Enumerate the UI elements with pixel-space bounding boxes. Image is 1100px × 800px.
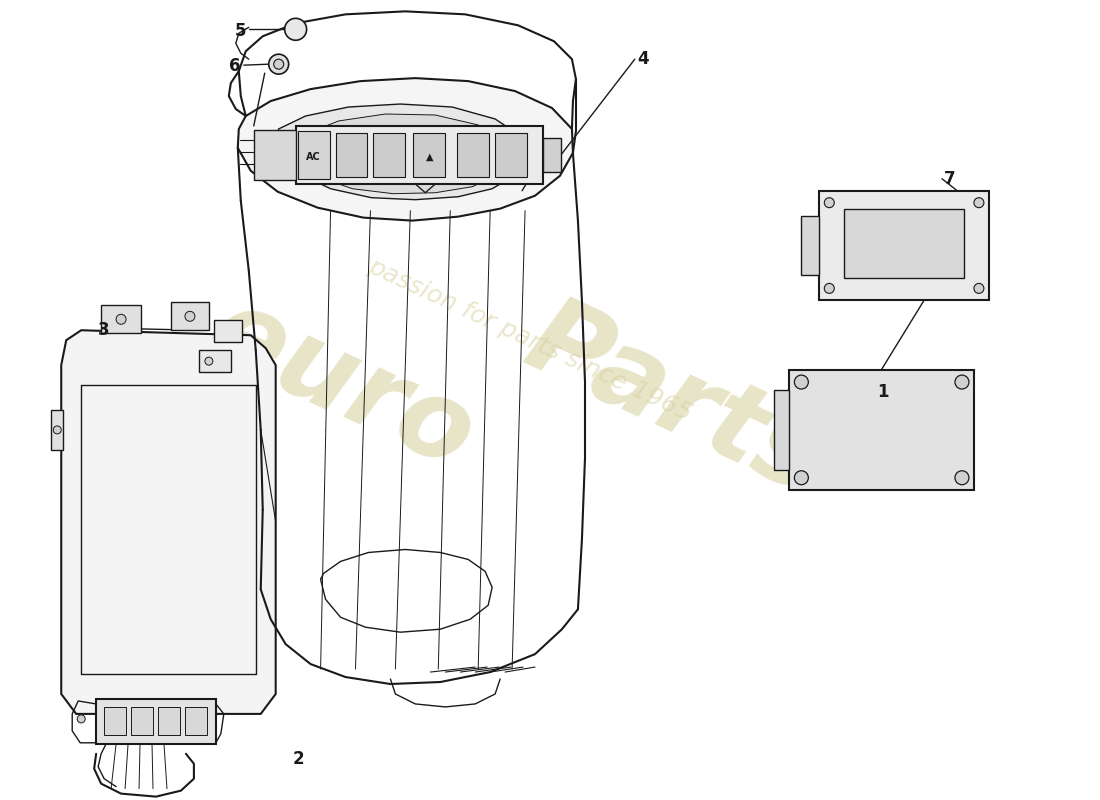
Bar bbox=[458, 133, 490, 177]
Text: 4: 4 bbox=[637, 50, 648, 68]
Bar bbox=[298, 131, 330, 178]
Bar bbox=[820, 190, 989, 300]
Bar bbox=[199, 350, 231, 372]
Text: 5: 5 bbox=[234, 22, 245, 40]
Bar bbox=[543, 138, 561, 172]
Text: 7: 7 bbox=[944, 170, 956, 188]
Bar bbox=[296, 126, 543, 184]
Text: ▲: ▲ bbox=[426, 152, 433, 162]
Circle shape bbox=[955, 470, 969, 485]
Bar bbox=[96, 699, 216, 744]
Circle shape bbox=[274, 59, 284, 69]
Polygon shape bbox=[275, 104, 527, 200]
Text: AC: AC bbox=[306, 152, 321, 162]
Bar bbox=[774, 390, 790, 470]
Bar bbox=[131, 707, 153, 735]
Circle shape bbox=[309, 134, 352, 178]
Circle shape bbox=[319, 144, 342, 168]
Circle shape bbox=[77, 715, 85, 723]
Text: 6: 6 bbox=[229, 57, 241, 75]
Bar bbox=[802, 216, 820, 275]
Text: 1: 1 bbox=[877, 383, 889, 401]
Bar bbox=[52, 410, 63, 450]
Polygon shape bbox=[296, 114, 508, 194]
Circle shape bbox=[205, 357, 213, 365]
Circle shape bbox=[974, 198, 983, 208]
Circle shape bbox=[268, 54, 288, 74]
Circle shape bbox=[185, 311, 195, 322]
Text: passion for parts since 1965: passion for parts since 1965 bbox=[364, 254, 695, 426]
Polygon shape bbox=[62, 330, 276, 714]
Bar bbox=[213, 320, 242, 342]
Circle shape bbox=[285, 18, 307, 40]
Bar bbox=[845, 209, 964, 278]
Bar bbox=[158, 707, 180, 735]
Bar bbox=[170, 302, 209, 330]
Bar bbox=[790, 370, 974, 490]
Bar bbox=[185, 707, 207, 735]
Bar bbox=[104, 707, 126, 735]
Circle shape bbox=[794, 375, 808, 389]
Circle shape bbox=[974, 283, 983, 294]
Circle shape bbox=[794, 470, 808, 485]
Bar bbox=[101, 306, 141, 334]
Polygon shape bbox=[238, 78, 573, 221]
Circle shape bbox=[117, 314, 126, 324]
Bar bbox=[373, 133, 406, 177]
Circle shape bbox=[824, 198, 834, 208]
Text: 2: 2 bbox=[293, 750, 305, 768]
Circle shape bbox=[955, 375, 969, 389]
Bar bbox=[414, 133, 446, 177]
Text: 3: 3 bbox=[98, 322, 109, 339]
Bar bbox=[495, 133, 527, 177]
Circle shape bbox=[53, 426, 62, 434]
Text: euro: euro bbox=[192, 278, 491, 492]
Bar bbox=[336, 133, 367, 177]
Text: Parts: Parts bbox=[510, 287, 840, 517]
Circle shape bbox=[824, 283, 834, 294]
Bar bbox=[254, 130, 296, 180]
